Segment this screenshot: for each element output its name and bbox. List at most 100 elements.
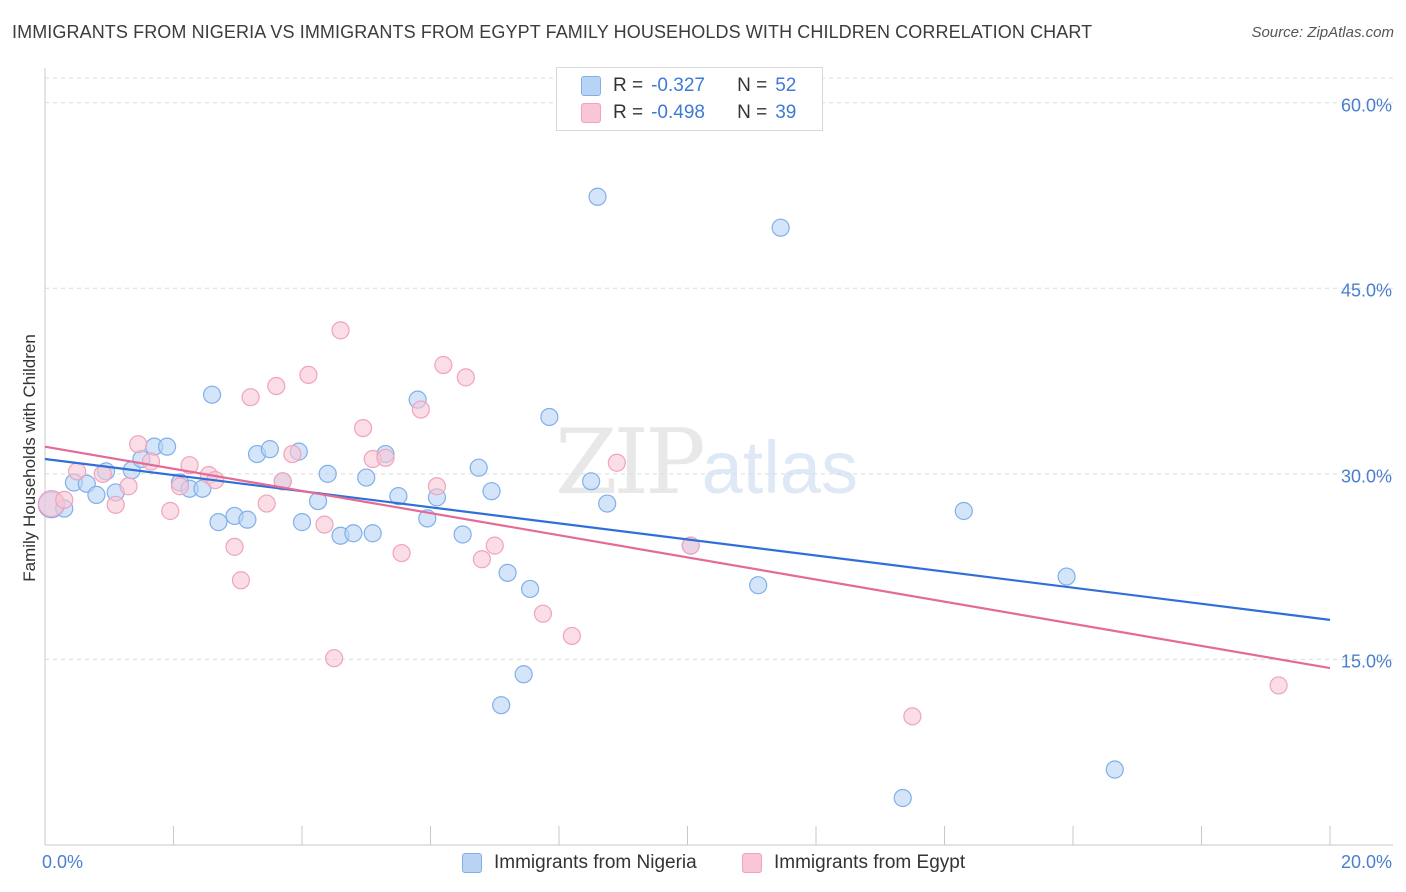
egypt-point — [376, 448, 395, 467]
legend-swatch-egypt — [581, 103, 601, 123]
egypt-point — [68, 462, 87, 481]
stats-legend: R = -0.327 N = 52 R = -0.498 N = 39 — [556, 67, 823, 131]
egypt-point — [180, 456, 199, 475]
egypt-point — [241, 388, 260, 407]
y-tick-label: 15.0% — [1340, 651, 1392, 672]
egypt-point — [434, 355, 453, 375]
egypt-point — [353, 418, 373, 438]
nigeria-point — [157, 437, 177, 456]
egypt-point — [903, 707, 922, 726]
nigeria-trend-line — [44, 457, 1331, 621]
egypt-point — [129, 435, 148, 454]
nigeria-point — [1105, 760, 1124, 779]
egypt-trend-line — [44, 445, 1331, 670]
egypt-point — [170, 477, 190, 496]
nigeria-point — [292, 513, 312, 532]
nigeria-point — [469, 458, 488, 477]
legend-r-value: -0.498 — [651, 102, 705, 123]
egypt-point — [533, 604, 553, 623]
egypt-point — [257, 494, 276, 513]
nigeria-point — [238, 510, 257, 529]
legend-n-label: N = — [737, 75, 768, 96]
nigeria-point — [482, 482, 501, 501]
legend-row-egypt: R = -0.498 N = 39 — [581, 101, 796, 125]
legend-row-nigeria: R = -0.327 N = 52 — [581, 74, 796, 98]
legend-label-nigeria: Immigrants from Nigeria — [494, 852, 697, 873]
nigeria-point — [492, 696, 511, 715]
y-tick-label: 60.0% — [1340, 95, 1392, 116]
egypt-point — [427, 477, 447, 496]
nigeria-point — [893, 788, 912, 808]
x-tick-label-max: 20.0% — [1340, 852, 1392, 872]
nigeria-point — [540, 407, 559, 427]
nigeria-point — [771, 218, 790, 237]
legend-swatch-nigeria — [581, 76, 601, 96]
egypt-point — [392, 543, 411, 563]
egypt-point — [225, 537, 244, 556]
egypt-point — [562, 626, 581, 646]
nigeria-point — [260, 440, 279, 459]
y-tick-label: 45.0% — [1340, 280, 1392, 301]
y-tick-label: 30.0% — [1340, 466, 1392, 487]
source-label: Source: ZipAtlas.com — [1251, 24, 1394, 41]
legend-item-nigeria[interactable]: Immigrants from Nigeria — [462, 852, 697, 874]
x-tick-label-min: 0.0% — [42, 852, 84, 872]
nigeria-point — [318, 464, 337, 483]
legend-r-label: R = — [613, 75, 644, 96]
nigeria-point — [498, 563, 517, 582]
egypt-point — [267, 376, 286, 396]
egypt-point — [119, 477, 138, 496]
egypt-point — [607, 453, 626, 472]
egypt-point — [231, 571, 251, 590]
nigeria-point — [520, 579, 540, 599]
series-legend: Immigrants from Nigeria Immigrants from … — [0, 852, 1406, 878]
legend-n-value: 52 — [775, 75, 797, 96]
egypt-point — [456, 368, 475, 387]
legend-swatch-egypt — [742, 853, 762, 873]
egypt-point — [283, 444, 302, 464]
nigeria-point — [87, 485, 106, 505]
nigeria-point — [389, 487, 408, 506]
gridlines — [45, 77, 1393, 660]
egypt-point — [1269, 676, 1288, 695]
nigeria-point — [598, 494, 617, 513]
nigeria-point — [363, 524, 382, 543]
nigeria-point — [344, 524, 363, 543]
legend-label-egypt: Immigrants from Egypt — [774, 852, 966, 873]
watermark: ZIPatlas — [555, 410, 858, 515]
legend-n-value: 39 — [775, 102, 797, 123]
nigeria-point — [1057, 567, 1076, 586]
nigeria-point — [357, 468, 376, 487]
legend-r-value: -0.327 — [651, 75, 705, 96]
nigeria-point — [582, 472, 601, 491]
legend-n-label: N = — [737, 102, 768, 123]
egypt-point — [411, 400, 430, 419]
legend-swatch-nigeria — [462, 853, 482, 873]
watermark-zip: ZIP — [555, 410, 706, 515]
nigeria-point — [202, 385, 222, 404]
series-nigeria-points — [37, 187, 1124, 808]
egypt-point — [472, 550, 491, 569]
nigeria-point — [588, 187, 607, 206]
legend-r-label: R = — [613, 102, 644, 123]
egypt-point — [106, 495, 125, 514]
series-egypt-points — [37, 321, 1288, 726]
egypt-point — [141, 452, 161, 471]
legend-item-egypt[interactable]: Immigrants from Egypt — [742, 852, 965, 874]
egypt-point — [485, 536, 504, 555]
egypt-point — [331, 321, 350, 340]
chart-title: IMMIGRANTS FROM NIGERIA VS IMMIGRANTS FR… — [12, 22, 1093, 42]
egypt-point — [325, 649, 344, 668]
egypt-point — [299, 365, 318, 385]
nigeria-point — [209, 513, 228, 532]
nigeria-point — [453, 525, 472, 544]
nigeria-point — [749, 576, 768, 595]
egypt-point — [315, 515, 334, 534]
egypt-point — [161, 501, 180, 521]
trend-lines — [44, 445, 1331, 670]
egypt-point — [55, 490, 74, 509]
watermark-atlas: atlas — [701, 426, 858, 509]
nigeria-point — [514, 665, 533, 684]
nigeria-point — [954, 501, 973, 521]
